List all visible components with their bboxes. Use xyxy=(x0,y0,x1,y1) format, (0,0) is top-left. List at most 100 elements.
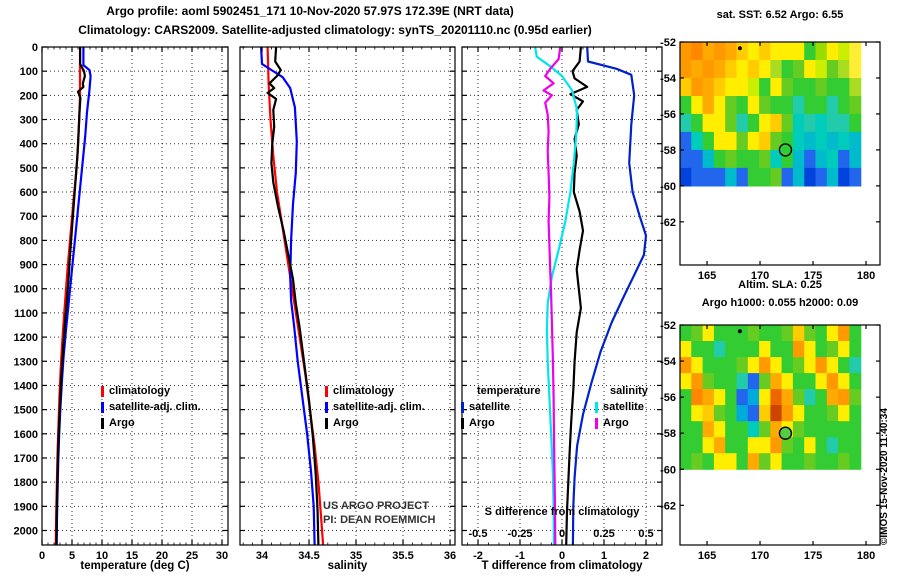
svg-text:-1: -1 xyxy=(515,550,525,562)
svg-text:15: 15 xyxy=(126,550,138,562)
figure-subtitle: Climatology: CARS2009. Satellite-adjuste… xyxy=(78,23,592,37)
svg-text:1600: 1600 xyxy=(14,429,38,441)
sal-legend-argo: Argo xyxy=(325,417,359,429)
svg-text:-2: -2 xyxy=(473,550,483,562)
diff-temp-legend-satellite: satellite xyxy=(461,401,510,413)
svg-text:30: 30 xyxy=(216,550,228,562)
svg-text:1500: 1500 xyxy=(14,405,38,417)
diff-sal-legend-argo: Argo xyxy=(595,417,629,429)
svg-text:800: 800 xyxy=(20,235,38,247)
credit-line-1: US ARGO PROJECT xyxy=(323,500,429,512)
svg-text:-58: -58 xyxy=(660,145,676,157)
svg-text:1300: 1300 xyxy=(14,356,38,368)
svg-text:100: 100 xyxy=(20,66,38,78)
svg-text:-54: -54 xyxy=(660,356,677,368)
svg-text:1200: 1200 xyxy=(14,332,38,344)
satellite-tdiff-line-swatch xyxy=(461,401,464,413)
diff-sal-legend-header: salinity xyxy=(610,385,648,397)
svg-text:34: 34 xyxy=(256,550,269,562)
argo-tdiff-line-swatch xyxy=(461,417,464,429)
svg-text:175: 175 xyxy=(804,270,822,282)
svg-text:1400: 1400 xyxy=(14,380,38,392)
climatology-line-swatch xyxy=(101,385,104,397)
temp-legend-satellite: satellite-adj. clim. xyxy=(101,401,201,413)
legend-label: Argo xyxy=(469,417,495,429)
svg-text:0: 0 xyxy=(39,550,45,562)
svg-text:0: 0 xyxy=(32,42,38,54)
temperature-axis-label: temperature (deg C) xyxy=(80,560,190,572)
sdiff-axis-label: S difference from climatology xyxy=(484,506,640,518)
svg-text:2: 2 xyxy=(643,550,649,562)
svg-text:-52: -52 xyxy=(660,37,676,49)
svg-text:-62: -62 xyxy=(660,500,676,512)
legend-label: climatology xyxy=(109,385,171,397)
svg-text:500: 500 xyxy=(20,163,38,175)
sla-map-title: Altim. SLA: 0.25 xyxy=(738,279,822,291)
svg-text:-54: -54 xyxy=(660,73,677,85)
legend-label: satellite-adj. clim. xyxy=(333,401,425,413)
svg-text:1800: 1800 xyxy=(14,477,38,489)
svg-text:0: 0 xyxy=(559,528,565,540)
diff-sal-legend-satellite: satellite xyxy=(595,401,644,413)
svg-text:0.5: 0.5 xyxy=(638,528,653,540)
svg-text:400: 400 xyxy=(20,139,38,151)
svg-text:10: 10 xyxy=(96,550,108,562)
temp-legend-climatology: climatology xyxy=(101,385,170,397)
svg-text:200: 200 xyxy=(20,90,38,102)
svg-text:2000: 2000 xyxy=(14,525,38,537)
svg-text:35.5: 35.5 xyxy=(392,550,413,562)
climatology-line-swatch xyxy=(325,385,328,397)
svg-text:175: 175 xyxy=(804,550,822,562)
svg-text:165: 165 xyxy=(698,550,716,562)
diff-temp-legend-argo: Argo xyxy=(461,417,495,429)
svg-text:-56: -56 xyxy=(660,109,676,121)
argo-sdiff-line-swatch xyxy=(595,417,598,429)
svg-text:-0.5: -0.5 xyxy=(469,528,488,540)
legend-label: satellite xyxy=(469,401,510,413)
project-credit: US ARGO PROJECT PI: DEAN ROEMMICH xyxy=(323,499,435,527)
svg-text:-62: -62 xyxy=(660,217,676,229)
sst-map-title: sat. SST: 6.52 Argo: 6.55 xyxy=(716,9,844,21)
satellite-sdiff-line-swatch xyxy=(595,401,598,413)
svg-text:300: 300 xyxy=(20,115,38,127)
satellite-line-swatch xyxy=(101,401,104,413)
legend-label: satellite xyxy=(603,401,644,413)
tdiff-axis-label: T difference from climatology xyxy=(481,560,643,572)
svg-text:165: 165 xyxy=(698,270,716,282)
svg-text:-56: -56 xyxy=(660,392,676,404)
svg-text:1: 1 xyxy=(601,550,607,562)
legend-header: salinity xyxy=(610,385,648,397)
svg-text:25: 25 xyxy=(186,550,198,562)
svg-text:900: 900 xyxy=(20,260,38,272)
svg-text:34.5: 34.5 xyxy=(298,550,319,562)
svg-text:180: 180 xyxy=(857,270,875,282)
sal-legend-satellite: satellite-adj. clim. xyxy=(325,401,425,413)
svg-text:-58: -58 xyxy=(660,428,676,440)
svg-text:-0.25: -0.25 xyxy=(507,528,532,540)
svg-text:-60: -60 xyxy=(660,181,676,193)
satellite-line-swatch xyxy=(325,401,328,413)
legend-label: Argo xyxy=(603,417,629,429)
temp-legend-argo: Argo xyxy=(101,417,135,429)
sal-legend-climatology: climatology xyxy=(325,385,394,397)
svg-text:0.25: 0.25 xyxy=(593,528,614,540)
svg-text:1900: 1900 xyxy=(14,501,38,513)
svg-text:600: 600 xyxy=(20,187,38,199)
svg-text:-52: -52 xyxy=(660,320,676,332)
svg-text:1100: 1100 xyxy=(14,308,38,320)
legend-label: Argo xyxy=(109,417,135,429)
figure-title: Argo profile: aoml 5902451_171 10-Nov-20… xyxy=(106,4,514,18)
svg-text:36: 36 xyxy=(444,550,456,562)
svg-text:5: 5 xyxy=(69,550,75,562)
svg-text:20: 20 xyxy=(156,550,168,562)
imos-watermark: ©IMOS 15-Nov-2020 11:40:34 xyxy=(879,408,890,545)
svg-text:1000: 1000 xyxy=(14,284,38,296)
legend-label: satellite-adj. clim. xyxy=(109,401,201,413)
svg-text:1700: 1700 xyxy=(14,453,38,465)
diff-temp-legend-header: temperature xyxy=(477,385,541,397)
svg-text:170: 170 xyxy=(751,270,769,282)
legend-label: climatology xyxy=(333,385,395,397)
svg-text:-60: -60 xyxy=(660,464,676,476)
